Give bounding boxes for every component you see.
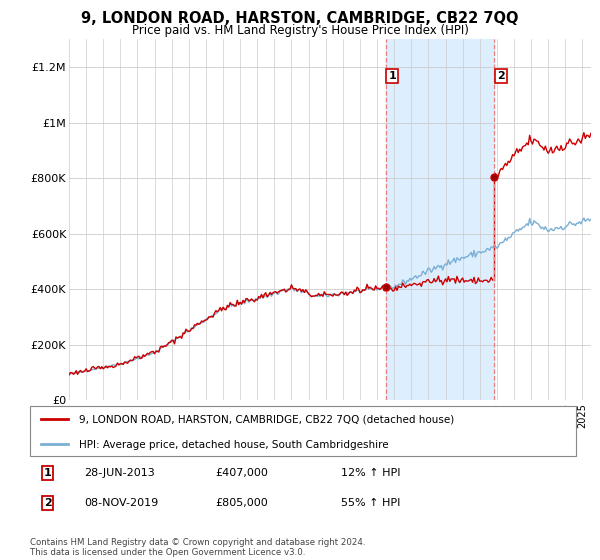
Text: 08-NOV-2019: 08-NOV-2019 <box>85 498 159 508</box>
Text: £805,000: £805,000 <box>215 498 268 508</box>
Text: Price paid vs. HM Land Registry's House Price Index (HPI): Price paid vs. HM Land Registry's House … <box>131 24 469 37</box>
Text: £407,000: £407,000 <box>215 468 269 478</box>
Text: 1: 1 <box>44 468 52 478</box>
Text: 1: 1 <box>388 71 396 81</box>
Text: 9, LONDON ROAD, HARSTON, CAMBRIDGE, CB22 7QQ (detached house): 9, LONDON ROAD, HARSTON, CAMBRIDGE, CB22… <box>79 414 454 424</box>
FancyBboxPatch shape <box>30 406 576 456</box>
Text: Contains HM Land Registry data © Crown copyright and database right 2024.
This d: Contains HM Land Registry data © Crown c… <box>30 538 365 557</box>
Text: 2: 2 <box>497 71 505 81</box>
Text: HPI: Average price, detached house, South Cambridgeshire: HPI: Average price, detached house, Sout… <box>79 440 389 450</box>
Text: 9, LONDON ROAD, HARSTON, CAMBRIDGE, CB22 7QQ: 9, LONDON ROAD, HARSTON, CAMBRIDGE, CB22… <box>81 11 519 26</box>
Text: 55% ↑ HPI: 55% ↑ HPI <box>341 498 401 508</box>
Text: 12% ↑ HPI: 12% ↑ HPI <box>341 468 401 478</box>
Text: 28-JUN-2013: 28-JUN-2013 <box>85 468 155 478</box>
Bar <box>386 39 494 400</box>
Text: 2: 2 <box>44 498 52 508</box>
